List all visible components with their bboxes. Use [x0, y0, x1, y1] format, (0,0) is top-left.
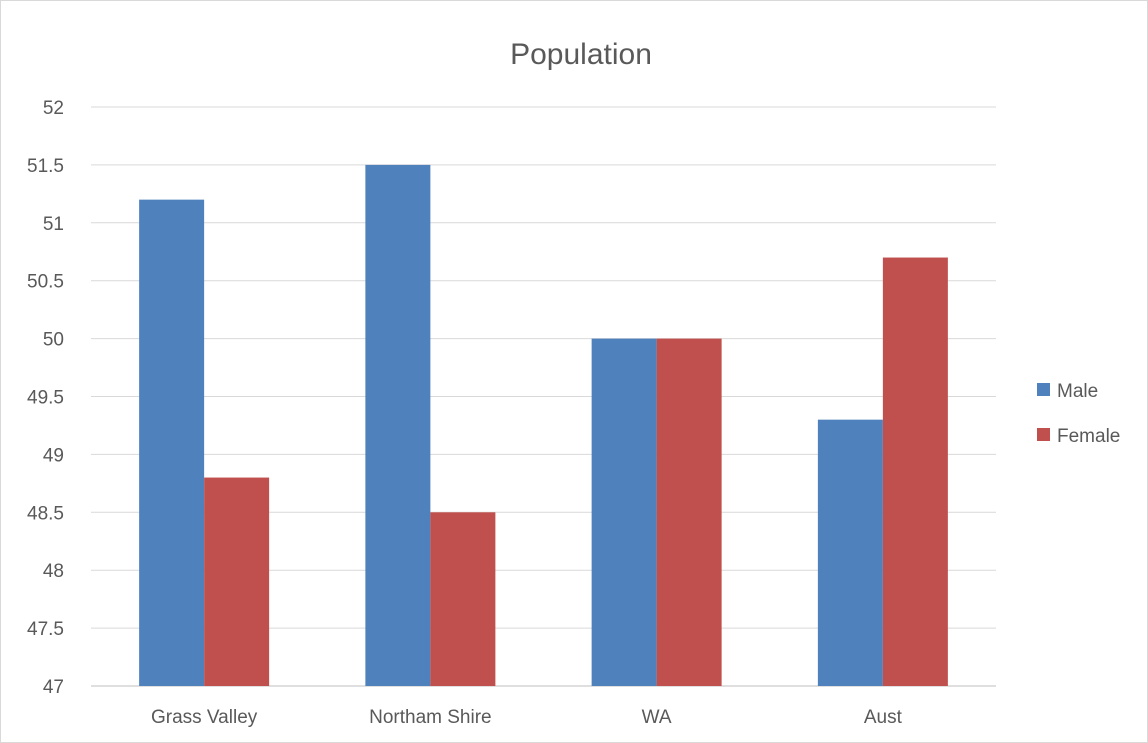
x-tick-label: Grass Valley — [151, 707, 258, 728]
y-tick-label: 52 — [43, 98, 64, 119]
bar-male-2 — [591, 338, 657, 686]
legend-swatch-male — [1037, 383, 1050, 396]
y-tick-label: 51 — [43, 214, 64, 235]
y-tick-label: 50.5 — [27, 272, 64, 293]
legend-label-female: Female — [1057, 426, 1120, 447]
y-tick-label: 47.5 — [27, 619, 64, 640]
bar-male-3 — [817, 419, 883, 686]
legend: Male Female — [1037, 381, 1120, 447]
bar-female-3 — [882, 257, 948, 686]
bars — [139, 164, 948, 686]
bar-female-2 — [656, 338, 722, 686]
y-tick-label: 48.5 — [27, 503, 64, 524]
y-tick-label: 47 — [43, 677, 64, 698]
x-tick-label: Northam Shire — [369, 707, 492, 728]
y-tick-label: 48 — [43, 561, 64, 582]
x-tick-label: Aust — [864, 707, 903, 728]
y-tick-label: 49 — [43, 445, 64, 466]
chart-title: Population — [510, 38, 652, 71]
legend-swatch-female — [1037, 428, 1050, 441]
legend-label-male: Male — [1057, 381, 1098, 402]
y-tick-label: 51.5 — [27, 156, 64, 177]
bar-male-1 — [365, 164, 431, 686]
y-axis-ticks: 47 47.5 48 48.5 49 49.5 50 50.5 51 51.5 52 — [27, 98, 64, 698]
x-axis-ticks: Grass Valley Northam Shire WA Aust — [151, 707, 903, 728]
bar-female-0 — [204, 477, 270, 686]
y-tick-label: 49.5 — [27, 388, 64, 409]
y-tick-label: 50 — [43, 330, 64, 351]
x-tick-label: WA — [642, 707, 672, 728]
bar-female-1 — [430, 512, 496, 686]
bar-male-0 — [139, 199, 205, 686]
